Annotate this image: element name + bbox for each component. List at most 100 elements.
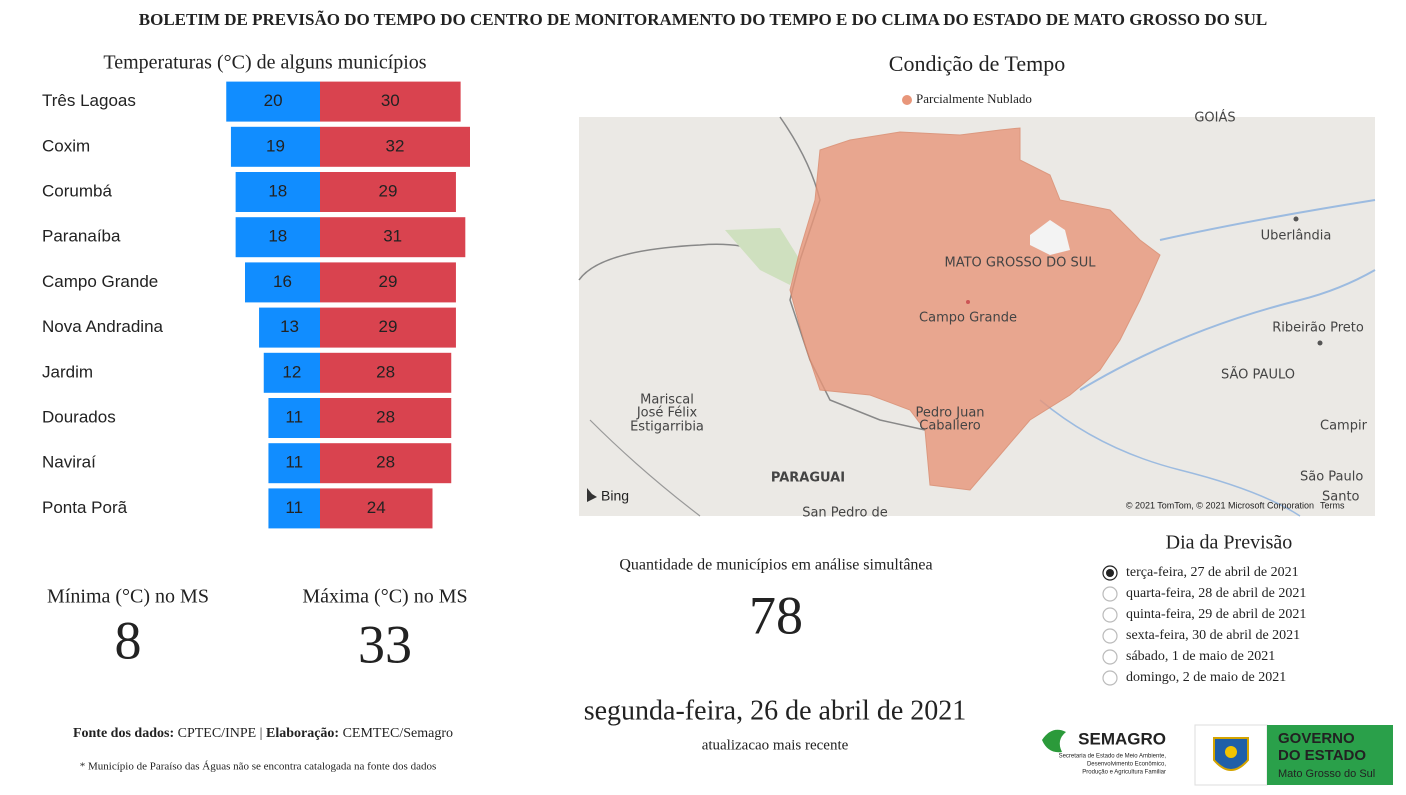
blank-area (1030, 220, 1070, 255)
map-label: José Félix (636, 406, 698, 421)
source-text: Fonte dos dados: CPTEC/INPE | Elaboração… (73, 726, 453, 741)
bing-label: Bing (601, 488, 629, 504)
kpi-value: 78 (749, 585, 803, 645)
map-label: Pedro Juan (915, 406, 984, 421)
map-label: Ribeirão Preto (1272, 321, 1364, 336)
category-label: Três Lagoas (42, 91, 136, 110)
kpi-label: Mínima (°C) no MS (47, 586, 209, 608)
bar (268, 398, 320, 438)
park (725, 228, 800, 285)
map-label: GOIÁS (1194, 110, 1235, 126)
radio-label[interactable]: terça-feira, 27 de abril de 2021 (1126, 565, 1299, 580)
source: CPTEC/INPE | (178, 726, 263, 741)
picker-title: Dia da Previsão (1166, 532, 1293, 554)
radio-label[interactable]: quarta-feira, 28 de abril de 2021 (1126, 586, 1306, 601)
bar-label: 11 (285, 407, 303, 426)
map-label: Campir (1320, 419, 1368, 434)
bar-label: 13 (280, 317, 299, 336)
bar (320, 352, 452, 393)
bar-chart: Três Lagoas 20 30 Coxim 19 32 Corumbá 18 29 Paran… (42, 81, 470, 529)
gov-text: DO ESTADO (1278, 747, 1366, 764)
map-label: MATO GROSSO DO SUL (945, 256, 1097, 271)
legend-label: Parcialmente Nublado (916, 91, 1032, 106)
bar-label: 24 (367, 498, 386, 517)
bar-label: 28 (376, 362, 395, 381)
bar-label: 20 (264, 91, 283, 110)
category-label: Nova Andradina (42, 317, 164, 336)
radio-button[interactable] (1102, 586, 1118, 602)
map: GOIÁS MATO GROSSO DO SUL Campo Grande Ub… (578, 110, 1376, 521)
bar-label: 30 (381, 91, 400, 110)
map-label: Campo Grande (919, 311, 1017, 326)
map-label: São Paulo (1300, 470, 1363, 485)
river (1079, 269, 1376, 391)
bar (320, 307, 456, 348)
radio-label[interactable]: sexta-feira, 30 de abril de 2021 (1126, 628, 1300, 643)
kpi-label: Máxima (°C) no MS (302, 586, 467, 608)
category-label: Paranaíba (42, 227, 121, 246)
gov-text: GOVERNO (1278, 730, 1355, 747)
bar (320, 126, 470, 167)
bar-label: 28 (376, 407, 395, 426)
radio-button[interactable] (1102, 649, 1118, 665)
chart-title: Temperaturas (°C) de alguns municípios (103, 52, 426, 74)
bar (320, 443, 452, 484)
bar (320, 398, 452, 438)
map-label: Mariscal (640, 393, 694, 408)
category-label: Corumbá (42, 181, 112, 200)
logo-sub: Secretaria de Estado de Meio Ambiente, (1059, 754, 1167, 760)
radio-label[interactable]: sábado, 1 de maio de 2021 (1126, 649, 1275, 664)
map-copyright: © 2021 TomTom, © 2021 Microsoft Corporat… (1126, 500, 1314, 510)
bar-label: 11 (285, 498, 303, 517)
bar (320, 262, 456, 303)
bar (235, 217, 320, 258)
category-label: Coxim (42, 136, 90, 155)
border (589, 419, 701, 517)
radio-button[interactable] (1102, 670, 1118, 686)
bar-label: 16 (273, 272, 292, 291)
map-label: Estigarribia (630, 420, 704, 435)
bar (320, 172, 456, 212)
bar (245, 262, 320, 303)
logo-sub: Desenvolvimento Econômico, (1087, 762, 1166, 768)
bar-label: 31 (383, 227, 402, 246)
footnote: * Município de Paraíso das Águas não se … (80, 761, 436, 773)
map-label: Santo (1322, 490, 1360, 505)
bar (235, 172, 320, 212)
river (1159, 199, 1376, 241)
category-label: Dourados (42, 407, 116, 426)
radio-dot (1106, 569, 1114, 577)
logo-name: SEMAGRO (1078, 729, 1166, 748)
bar (320, 81, 461, 122)
bar-label: 18 (268, 227, 287, 246)
map-terms[interactable]: Terms (1320, 500, 1345, 510)
category-label: Ponta Porã (42, 498, 128, 517)
bar-label: 18 (268, 181, 287, 200)
bar-label: 32 (386, 136, 405, 155)
logo-leaf (1042, 729, 1066, 753)
river (1039, 399, 1301, 517)
map-label: San Pedro de (802, 506, 888, 521)
city-dot (966, 300, 970, 304)
category-label: Naviraí (42, 453, 96, 472)
bar (230, 126, 320, 167)
map-label: Uberlândia (1261, 229, 1332, 244)
map-title: Condição de Tempo (889, 51, 1065, 76)
category-label: Campo Grande (42, 272, 158, 291)
source-label: Fonte dos dados: (73, 726, 174, 741)
radio-button[interactable] (1102, 628, 1118, 644)
map-label: Caballero (919, 419, 981, 434)
state-area (789, 127, 1161, 491)
kpi-label: Quantidade de municípios em análise simu… (619, 557, 932, 574)
radio-label[interactable]: domingo, 2 de maio de 2021 (1126, 670, 1286, 685)
semagro-logo: SEMAGRO Secretaria de Estado de Meio Amb… (1042, 729, 1167, 776)
bar (263, 352, 320, 393)
bar (268, 443, 320, 484)
radio-label[interactable]: quinta-feira, 29 de abril de 2021 (1126, 607, 1306, 622)
city-dot (1293, 216, 1299, 222)
bar (268, 488, 320, 529)
bar-label: 29 (379, 317, 398, 336)
radio-button[interactable] (1102, 607, 1118, 623)
map-label: PARAGUAI (771, 471, 845, 486)
